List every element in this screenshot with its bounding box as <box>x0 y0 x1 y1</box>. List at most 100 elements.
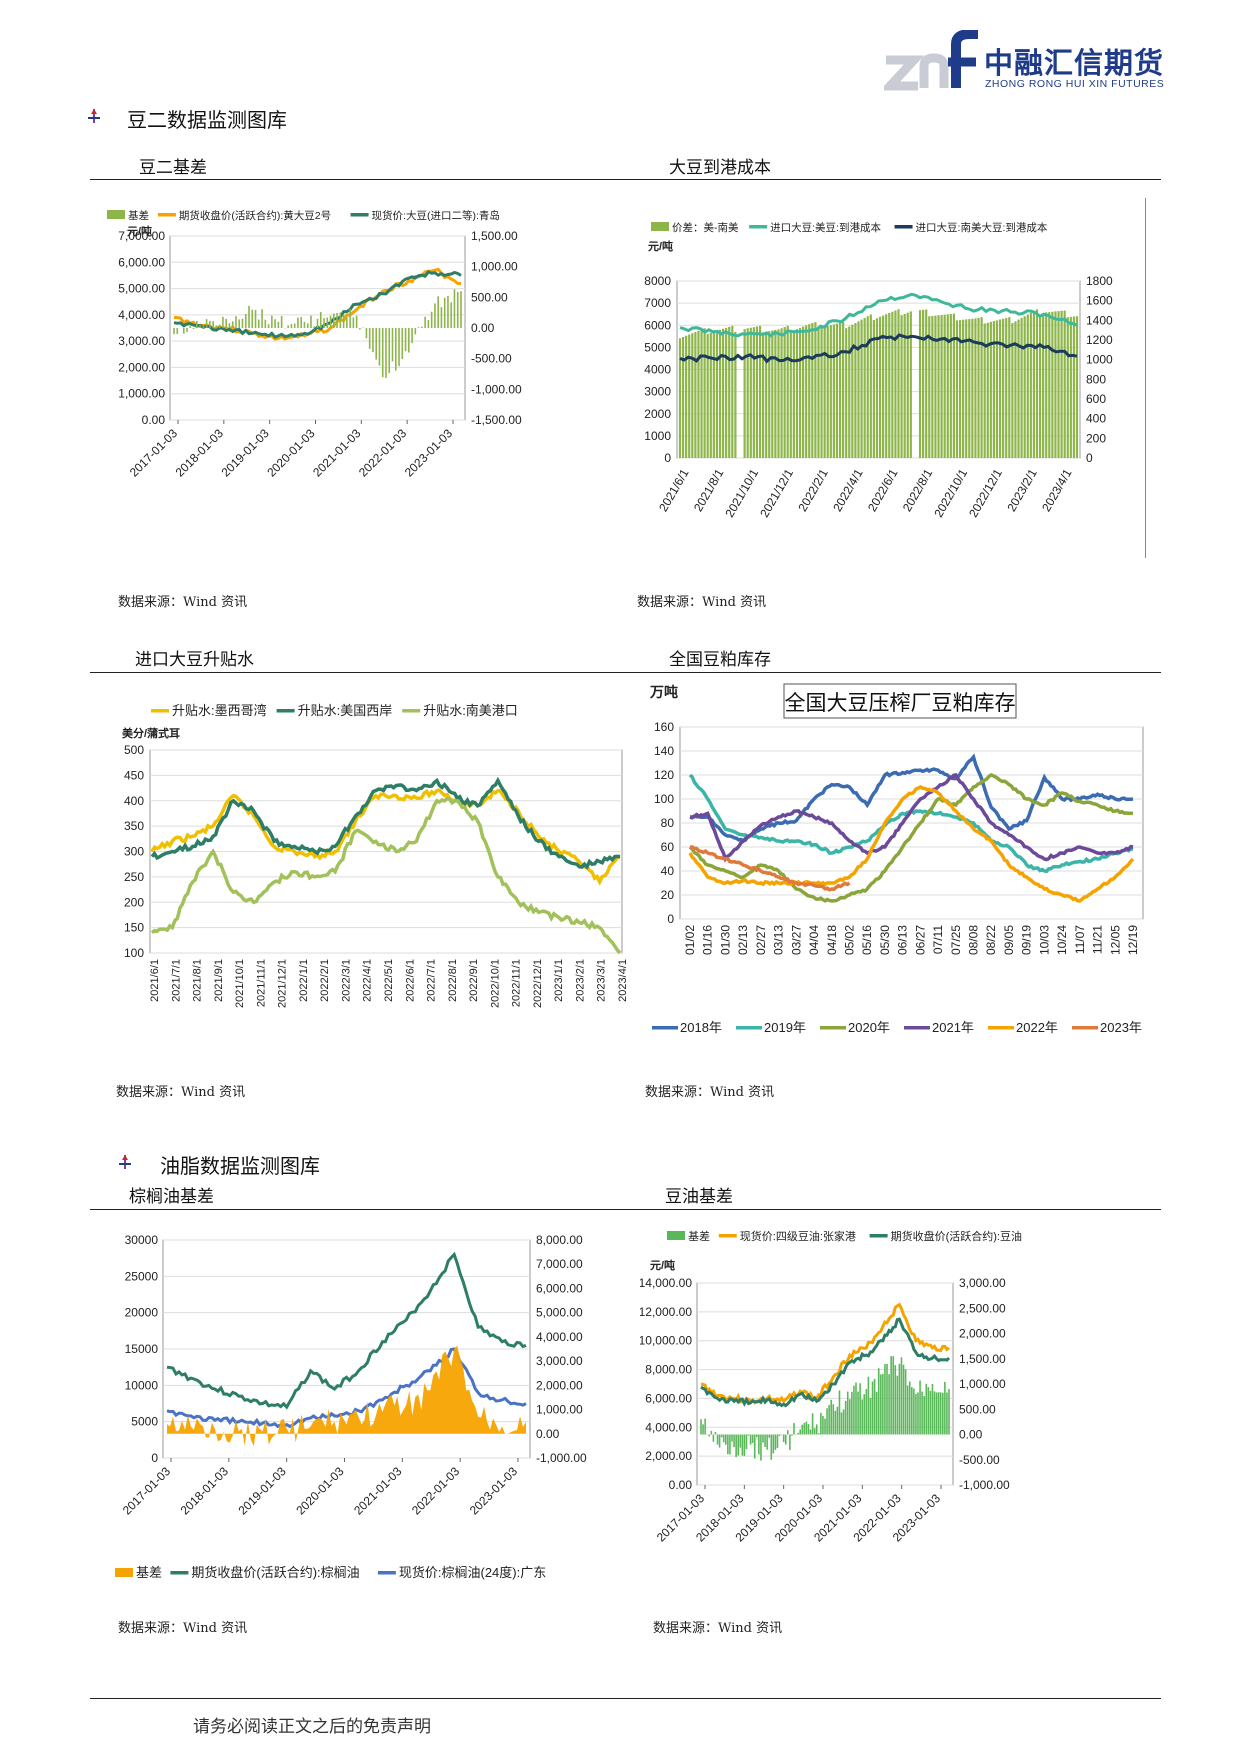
y-tick-label: 10000 <box>125 1378 159 1392</box>
series-line <box>700 1317 951 1408</box>
x-tick-label: 2021-01-03 <box>310 426 364 480</box>
y-unit-label: 元/吨 <box>650 1258 675 1272</box>
y-tick-label: 80 <box>661 816 675 830</box>
y-tick-label: 20 <box>661 888 675 902</box>
company-logo: 中融汇信期货 ZHONG RONG HUI XIN FUTURES <box>884 28 1174 98</box>
x-tick-label: 01/02 <box>683 925 697 955</box>
x-tick-label: 2021/8/1 <box>691 466 727 514</box>
legend-label: 基差 <box>136 1565 162 1580</box>
x-tick-label: 2021/12/1 <box>277 959 289 1008</box>
legend-swatch <box>107 210 125 219</box>
x-tick-label: 2021/6/1 <box>656 466 692 514</box>
y2-tick-label: 2,500.00 <box>959 1301 1006 1315</box>
y-tick-label: 300 <box>124 845 144 859</box>
x-tick-label: 2022/3/1 <box>340 959 352 1002</box>
y-tick-label: 25000 <box>125 1269 159 1283</box>
y2-tick-label: 4,000.00 <box>536 1330 583 1344</box>
legend-label: 进口大豆:美豆:到港成本 <box>770 221 881 234</box>
x-tick-label: 04/18 <box>825 925 839 955</box>
legend-label: 2023年 <box>1100 1020 1142 1035</box>
divider <box>90 1209 1161 1210</box>
y-tick-label: 140 <box>654 744 674 758</box>
x-tick-label: 07/11 <box>931 925 945 954</box>
x-tick-label: 2023/1/1 <box>553 959 565 1002</box>
legend-label: 2019年 <box>764 1020 806 1035</box>
x-tick-label: 2018-01-03 <box>178 1464 232 1518</box>
x-tick-label: 05/16 <box>860 925 874 955</box>
legend-label: 现货价:大豆(进口二等):青岛 <box>372 209 500 222</box>
source-note: 数据来源：Wind 资讯 <box>118 1621 248 1636</box>
x-tick-label: 10/03 <box>1037 925 1051 955</box>
y-tick-label: 1000 <box>644 429 671 443</box>
x-tick-label: 2022/2/1 <box>319 959 331 1002</box>
y-tick-label: 15000 <box>125 1342 159 1356</box>
basis-area <box>167 1345 526 1447</box>
y-tick-label: 3,000.00 <box>118 334 165 348</box>
source-note: 数据来源：Wind 资讯 <box>653 1621 783 1636</box>
x-tick-label: 08/22 <box>984 925 998 955</box>
x-tick-label: 2022-01-03 <box>409 1464 463 1518</box>
footer-divider <box>90 1698 1161 1699</box>
chart-landed-cost: 价差：美-南美 进口大豆:美豆:到港成本 进口大豆:南美大豆:到港成本元/吨8000… <box>644 221 1113 520</box>
y-tick-label: 6000 <box>644 318 671 332</box>
legend-swatch <box>652 1026 678 1030</box>
legend-swatch <box>988 1026 1014 1030</box>
y-tick-label: 12,000.00 <box>640 1305 692 1319</box>
y2-tick-label: 5,000.00 <box>536 1306 583 1320</box>
y-tick-label: 8,000.00 <box>645 1363 692 1377</box>
x-tick-label: 06/13 <box>896 925 910 955</box>
y-tick-label: 5,000.00 <box>118 282 165 296</box>
y2-tick-label: 500.00 <box>959 1402 996 1416</box>
y2-tick-label: -500.00 <box>471 352 512 366</box>
x-tick-label: 2021/9/1 <box>213 959 225 1002</box>
y-tick-label: 14,000.00 <box>640 1276 692 1290</box>
y-tick-label: 7,000.00 <box>118 229 165 243</box>
divider <box>90 179 1161 180</box>
y-tick-label: 0.00 <box>142 413 166 427</box>
y-tick-label: 7000 <box>644 296 671 310</box>
y2-tick-label: -1,000.00 <box>959 1478 1010 1492</box>
chart-inner-title: 全国大豆压榨厂豆粕库存 <box>785 692 1016 715</box>
x-tick-label: 2022-01-03 <box>356 426 410 480</box>
y-tick-label: 4,000.00 <box>118 308 165 322</box>
y2-tick-label: -1,000.00 <box>536 1451 587 1465</box>
x-tick-label: 10/24 <box>1055 925 1069 955</box>
x-tick-label: 2017-01-03 <box>120 1464 174 1518</box>
series-line <box>689 773 1134 863</box>
y2-tick-label: 6,000.00 <box>536 1281 583 1295</box>
series-line <box>150 776 621 871</box>
series-line <box>679 333 1078 364</box>
legend-swatch <box>820 1026 846 1030</box>
source-note: 数据来源：Wind 资讯 <box>116 1085 246 1100</box>
x-tick-label: 2021/11/1 <box>255 959 267 1007</box>
y-tick-label: 3000 <box>644 385 671 399</box>
divider <box>1145 198 1146 558</box>
x-tick-label: 2018-01-03 <box>173 426 227 480</box>
x-tick-label: 12/05 <box>1108 925 1122 955</box>
y2-tick-label: 1,000.00 <box>471 260 518 274</box>
chart-soymeal-inventory: 万吨 全国大豆压榨厂豆粕库存 160 140 120 100 80 60 40 20 0 01/02 0… <box>649 683 1144 1035</box>
legend-swatch <box>651 222 669 231</box>
chart-title-soyoil-basis: 豆油基差 <box>665 1187 733 1207</box>
legend-swatch <box>170 1571 189 1575</box>
legend-swatch <box>115 1568 133 1577</box>
x-tick-label: 09/19 <box>1020 925 1034 955</box>
legend-label: 2020年 <box>848 1020 890 1035</box>
x-tick-label: 07/25 <box>949 925 963 955</box>
x-tick-label: 2022/10/1 <box>931 466 970 520</box>
legend-swatch <box>157 213 176 217</box>
x-tick-label: 2022/4/1 <box>830 466 866 514</box>
y-tick-label: 6,000.00 <box>645 1391 692 1405</box>
chart-title-box <box>783 683 1017 719</box>
legend-label: 升贴水:美国西岸 <box>298 703 393 718</box>
chart-title-palm-basis: 棕榈油基差 <box>129 1187 214 1207</box>
x-tick-label: 03/27 <box>789 925 803 955</box>
y2-tick-label: 500.00 <box>471 290 508 304</box>
legend-label: 2018年 <box>680 1020 722 1035</box>
y2-tick-label: 1,000.00 <box>536 1403 583 1417</box>
legend-swatch <box>718 1234 737 1238</box>
x-tick-label: 2023/4/1 <box>617 959 629 1002</box>
legend-swatch <box>736 1026 762 1030</box>
legend-label: 2022年 <box>1016 1020 1058 1035</box>
series-line <box>166 1251 527 1410</box>
